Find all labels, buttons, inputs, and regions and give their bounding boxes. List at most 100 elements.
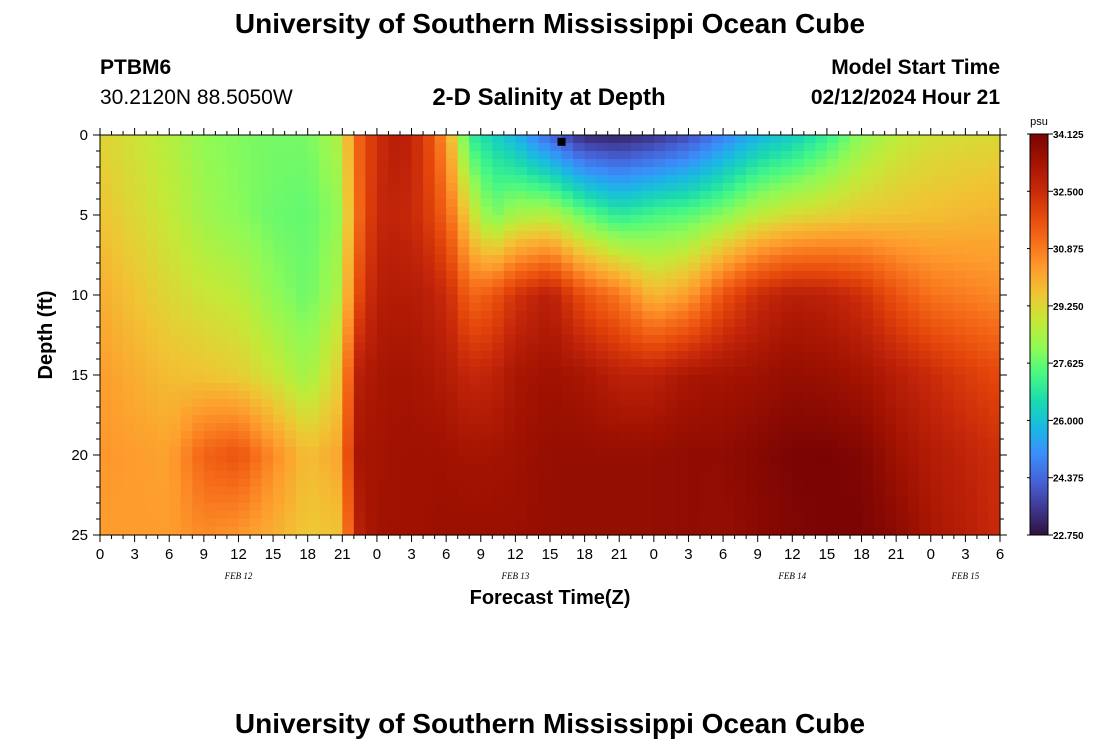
heatmap-cell bbox=[319, 199, 332, 208]
heatmap-cell bbox=[353, 351, 366, 360]
heatmap-cell bbox=[261, 431, 274, 440]
heatmap-cell bbox=[123, 383, 136, 392]
heatmap-cell bbox=[642, 391, 655, 400]
heatmap-cell bbox=[503, 335, 516, 344]
heatmap-cell bbox=[365, 247, 378, 256]
heatmap-cell bbox=[446, 455, 459, 464]
heatmap-cell bbox=[342, 239, 355, 248]
heatmap-cell bbox=[792, 167, 805, 176]
heatmap-cell bbox=[100, 367, 113, 376]
heatmap-cell bbox=[907, 135, 920, 144]
heatmap-cell bbox=[515, 423, 528, 432]
heatmap-cell bbox=[180, 295, 193, 304]
heatmap-cell bbox=[757, 271, 770, 280]
heatmap-cell bbox=[215, 183, 228, 192]
heatmap-cell bbox=[330, 239, 343, 248]
heatmap-cell bbox=[492, 399, 505, 408]
heatmap-cell bbox=[192, 359, 205, 368]
heatmap-cell bbox=[342, 167, 355, 176]
heatmap-cell bbox=[192, 231, 205, 240]
heatmap-cell bbox=[573, 159, 586, 168]
heatmap-cell bbox=[319, 399, 332, 408]
heatmap-cell bbox=[953, 455, 966, 464]
heatmap-cell bbox=[826, 223, 840, 232]
heatmap-cell bbox=[642, 415, 655, 424]
heatmap-cell bbox=[330, 175, 343, 184]
heatmap-cell bbox=[376, 167, 390, 176]
heatmap-cell bbox=[250, 463, 263, 472]
heatmap-cell bbox=[169, 207, 182, 216]
heatmap-cell bbox=[296, 247, 309, 256]
heatmap-cell bbox=[596, 199, 609, 208]
heatmap-cell bbox=[146, 191, 159, 200]
heatmap-cell bbox=[550, 191, 563, 200]
heatmap-cell bbox=[861, 471, 874, 480]
heatmap-cell bbox=[653, 295, 666, 304]
heatmap-cell bbox=[838, 207, 851, 216]
heatmap-cell bbox=[700, 359, 713, 368]
heatmap-cell bbox=[688, 199, 701, 208]
heatmap-cell bbox=[319, 391, 332, 400]
heatmap-cell bbox=[873, 231, 886, 240]
heatmap-cell bbox=[330, 471, 343, 480]
heatmap-cell bbox=[215, 287, 228, 296]
heatmap-cell bbox=[630, 423, 643, 432]
heatmap-cell bbox=[250, 271, 263, 280]
heatmap-cell bbox=[273, 415, 286, 424]
heatmap-cell bbox=[746, 359, 759, 368]
heatmap-cell bbox=[619, 447, 632, 456]
heatmap-cell bbox=[676, 407, 690, 416]
heatmap-cell bbox=[780, 487, 793, 496]
heatmap-cell bbox=[215, 255, 228, 264]
heatmap-cell bbox=[630, 215, 643, 224]
heatmap-cell bbox=[180, 511, 193, 520]
heatmap-cell bbox=[711, 399, 724, 408]
heatmap-cell bbox=[596, 495, 609, 504]
heatmap-cell bbox=[665, 135, 678, 144]
heatmap-cell bbox=[873, 263, 886, 272]
heatmap-cell bbox=[215, 367, 228, 376]
heatmap-cell bbox=[769, 239, 782, 248]
x-tick-label: 15 bbox=[819, 546, 836, 563]
heatmap-cell bbox=[665, 343, 678, 352]
heatmap-cell bbox=[653, 271, 666, 280]
heatmap-cell bbox=[526, 343, 540, 352]
heatmap-cell bbox=[723, 207, 736, 216]
heatmap-cell bbox=[457, 511, 470, 520]
heatmap-cell bbox=[226, 487, 240, 496]
heatmap-cell bbox=[873, 519, 886, 528]
heatmap-cell bbox=[942, 159, 955, 168]
heatmap-cell bbox=[596, 455, 609, 464]
heatmap-cell bbox=[942, 183, 955, 192]
heatmap-cell bbox=[792, 279, 805, 288]
heatmap-cell bbox=[388, 343, 401, 352]
heatmap-cell bbox=[607, 519, 620, 528]
heatmap-cell bbox=[930, 151, 943, 160]
heatmap-cell bbox=[400, 191, 413, 200]
heatmap-cell bbox=[803, 359, 816, 368]
heatmap-cell bbox=[884, 375, 897, 384]
heatmap-cell bbox=[803, 311, 816, 320]
heatmap-cell bbox=[111, 359, 124, 368]
heatmap-cell bbox=[111, 183, 124, 192]
heatmap-cell bbox=[665, 527, 678, 536]
heatmap-cell bbox=[192, 311, 205, 320]
heatmap-cell bbox=[861, 423, 874, 432]
heatmap-cell bbox=[111, 215, 124, 224]
heatmap-cell bbox=[273, 335, 286, 344]
heatmap-cell bbox=[376, 439, 390, 448]
heatmap-cell bbox=[850, 247, 863, 256]
heatmap-cell bbox=[284, 463, 297, 472]
heatmap-cell bbox=[965, 471, 978, 480]
heatmap-cell bbox=[238, 431, 251, 440]
heatmap-cell bbox=[792, 375, 805, 384]
heatmap-cell bbox=[884, 223, 897, 232]
heatmap-cell bbox=[342, 335, 355, 344]
heatmap-cell bbox=[907, 151, 920, 160]
heatmap-cell bbox=[780, 263, 793, 272]
heatmap-cell bbox=[215, 319, 228, 328]
heatmap-cell bbox=[319, 511, 332, 520]
heatmap-cell bbox=[850, 167, 863, 176]
heatmap-cell bbox=[988, 407, 1001, 416]
heatmap-cell bbox=[307, 439, 320, 448]
